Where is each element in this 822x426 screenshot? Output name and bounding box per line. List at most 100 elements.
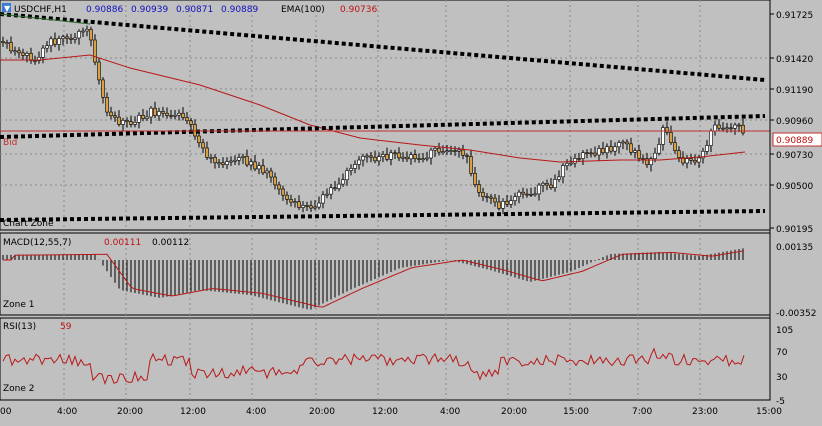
candle-body	[37, 57, 41, 61]
candle-body	[225, 161, 229, 165]
candle-body	[93, 39, 97, 63]
candle-body	[329, 187, 333, 195]
macd-label: MACD(12,55,7)	[3, 238, 71, 248]
candle-body	[265, 170, 269, 174]
main-chart-panel[interactable]	[0, 0, 771, 231]
candle-body	[5, 42, 9, 44]
candle-body	[645, 158, 649, 166]
candle-body	[553, 179, 557, 189]
low-price: 0.90871	[176, 5, 213, 15]
candle-body	[13, 50, 17, 53]
candle-body	[433, 147, 437, 151]
candle-body	[537, 184, 541, 195]
candle-body	[577, 158, 581, 160]
macd-panel[interactable]	[0, 232, 771, 316]
time-tick: 20:00	[501, 407, 527, 417]
symbol-arrow-icon[interactable]	[2, 3, 11, 12]
candle-body	[9, 42, 13, 52]
candle-body	[73, 37, 77, 40]
candle-body	[105, 97, 109, 113]
time-tick: 4:00	[246, 407, 266, 417]
candle-body	[17, 50, 21, 54]
candle-body	[249, 161, 253, 166]
candle-body	[701, 151, 705, 159]
candle-body	[685, 158, 689, 164]
middle-trendline[interactable]	[0, 114, 766, 139]
candle-body	[273, 176, 277, 186]
candle-body	[253, 161, 257, 170]
rsi-tick: -5	[776, 397, 785, 407]
candle-body	[625, 141, 629, 145]
candle-body	[261, 165, 265, 174]
candle-body	[373, 156, 377, 162]
candle-body	[437, 147, 441, 153]
candle-body	[469, 156, 473, 174]
time-tick: 7:00	[632, 407, 652, 417]
candle-body	[545, 183, 549, 186]
candle-body	[653, 152, 657, 159]
candle-body	[113, 115, 117, 118]
candle-body	[541, 183, 545, 186]
candle-body	[369, 155, 373, 158]
candle-body	[413, 154, 417, 159]
candle-body	[605, 146, 609, 154]
candle-body	[29, 53, 33, 61]
candle-body	[21, 52, 25, 56]
trendlines[interactable]	[0, 12, 766, 222]
candle-body	[289, 199, 293, 203]
candle-body	[477, 184, 481, 193]
macd-zone-label: Zone 1	[3, 300, 35, 310]
candle-body	[341, 179, 345, 185]
candle-body	[85, 29, 89, 32]
candle-body	[269, 170, 273, 178]
candle-body	[57, 38, 61, 45]
candle-body	[449, 150, 453, 152]
candle-body	[333, 187, 337, 190]
support-trendline[interactable]	[0, 209, 766, 222]
candle-body	[613, 146, 617, 152]
candle-body	[589, 152, 593, 155]
candle-body	[525, 193, 529, 196]
candle-body	[445, 150, 449, 153]
candle-body	[345, 170, 349, 181]
candle-body	[549, 184, 553, 189]
candle-body	[365, 155, 369, 158]
candle-body	[97, 61, 101, 81]
upper-resistance-trendline[interactable]	[0, 12, 766, 82]
candle-body	[321, 194, 325, 204]
time-tick: 20:00	[117, 407, 143, 417]
high-price: 0.90939	[131, 5, 168, 15]
price-tick: 0.90960	[776, 117, 813, 127]
candle-body	[49, 38, 53, 47]
price-tick: 0.91420	[776, 55, 813, 65]
time-tick: 20:00	[309, 407, 335, 417]
candle-body	[25, 53, 29, 56]
candle-body	[457, 149, 461, 152]
trendline-accent	[0, 13, 91, 25]
candle-body	[581, 152, 585, 159]
candle-body	[241, 156, 245, 158]
price-tick: 0.90730	[776, 151, 813, 161]
candle-body	[473, 173, 477, 185]
candle-body	[153, 107, 157, 116]
close-price: 0.90889	[221, 5, 258, 15]
candle-body	[405, 156, 409, 160]
symbol-label: USDCHF,H1	[14, 5, 67, 15]
candle-body	[441, 151, 445, 153]
candle-body	[561, 165, 565, 178]
candle-body	[77, 31, 81, 39]
ema-line	[0, 54, 746, 163]
candle-body	[201, 142, 205, 149]
candles-layer	[1, 25, 745, 215]
candle-body	[285, 194, 289, 200]
candle-body	[417, 158, 421, 160]
time-tick: 23:00	[692, 407, 718, 417]
candle-body	[649, 158, 653, 166]
candle-body	[597, 148, 601, 156]
macd-signal-line	[3, 250, 744, 308]
candle-body	[641, 158, 645, 160]
rsi-line	[2, 347, 745, 386]
candle-body	[481, 191, 485, 197]
candle-body	[357, 159, 361, 165]
